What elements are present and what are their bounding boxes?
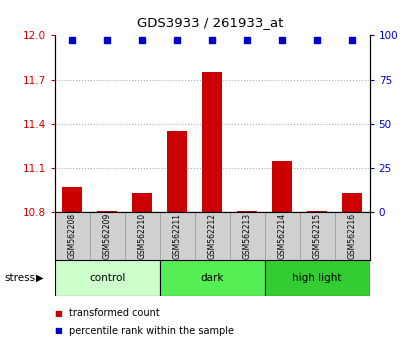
- Text: GSM562210: GSM562210: [138, 213, 147, 259]
- Bar: [335, 212, 370, 260]
- Bar: [230, 212, 265, 260]
- Text: GSM562209: GSM562209: [102, 213, 112, 259]
- Text: high light: high light: [292, 273, 342, 283]
- Bar: [202, 72, 222, 212]
- Bar: [342, 193, 362, 212]
- Text: dark: dark: [200, 273, 224, 283]
- Text: GSM562216: GSM562216: [348, 213, 357, 259]
- Bar: [265, 212, 299, 260]
- Text: GSM562208: GSM562208: [68, 213, 76, 259]
- Bar: [132, 193, 152, 212]
- Text: GDS3933 / 261933_at: GDS3933 / 261933_at: [137, 16, 283, 29]
- Bar: [63, 187, 82, 212]
- Bar: [273, 161, 292, 212]
- Bar: [194, 212, 230, 260]
- Text: GSM562215: GSM562215: [312, 213, 322, 259]
- Bar: [55, 260, 160, 296]
- Text: GSM562213: GSM562213: [243, 213, 252, 259]
- Bar: [160, 212, 194, 260]
- Bar: [237, 211, 257, 212]
- Bar: [125, 212, 160, 260]
- Text: control: control: [89, 273, 125, 283]
- Bar: [265, 260, 370, 296]
- Bar: [299, 212, 335, 260]
- Bar: [168, 131, 187, 212]
- Text: ■: ■: [55, 326, 63, 336]
- Text: ■: ■: [55, 309, 63, 318]
- Bar: [89, 212, 125, 260]
- Text: GSM562214: GSM562214: [278, 213, 286, 259]
- Bar: [97, 211, 117, 212]
- Bar: [55, 212, 89, 260]
- Text: GSM562211: GSM562211: [173, 213, 181, 259]
- Bar: [160, 260, 265, 296]
- Text: ▶: ▶: [36, 273, 43, 283]
- Bar: [307, 211, 327, 212]
- Text: percentile rank within the sample: percentile rank within the sample: [69, 326, 234, 336]
- Text: GSM562212: GSM562212: [207, 213, 217, 259]
- Text: stress: stress: [4, 273, 35, 283]
- Text: transformed count: transformed count: [69, 308, 160, 318]
